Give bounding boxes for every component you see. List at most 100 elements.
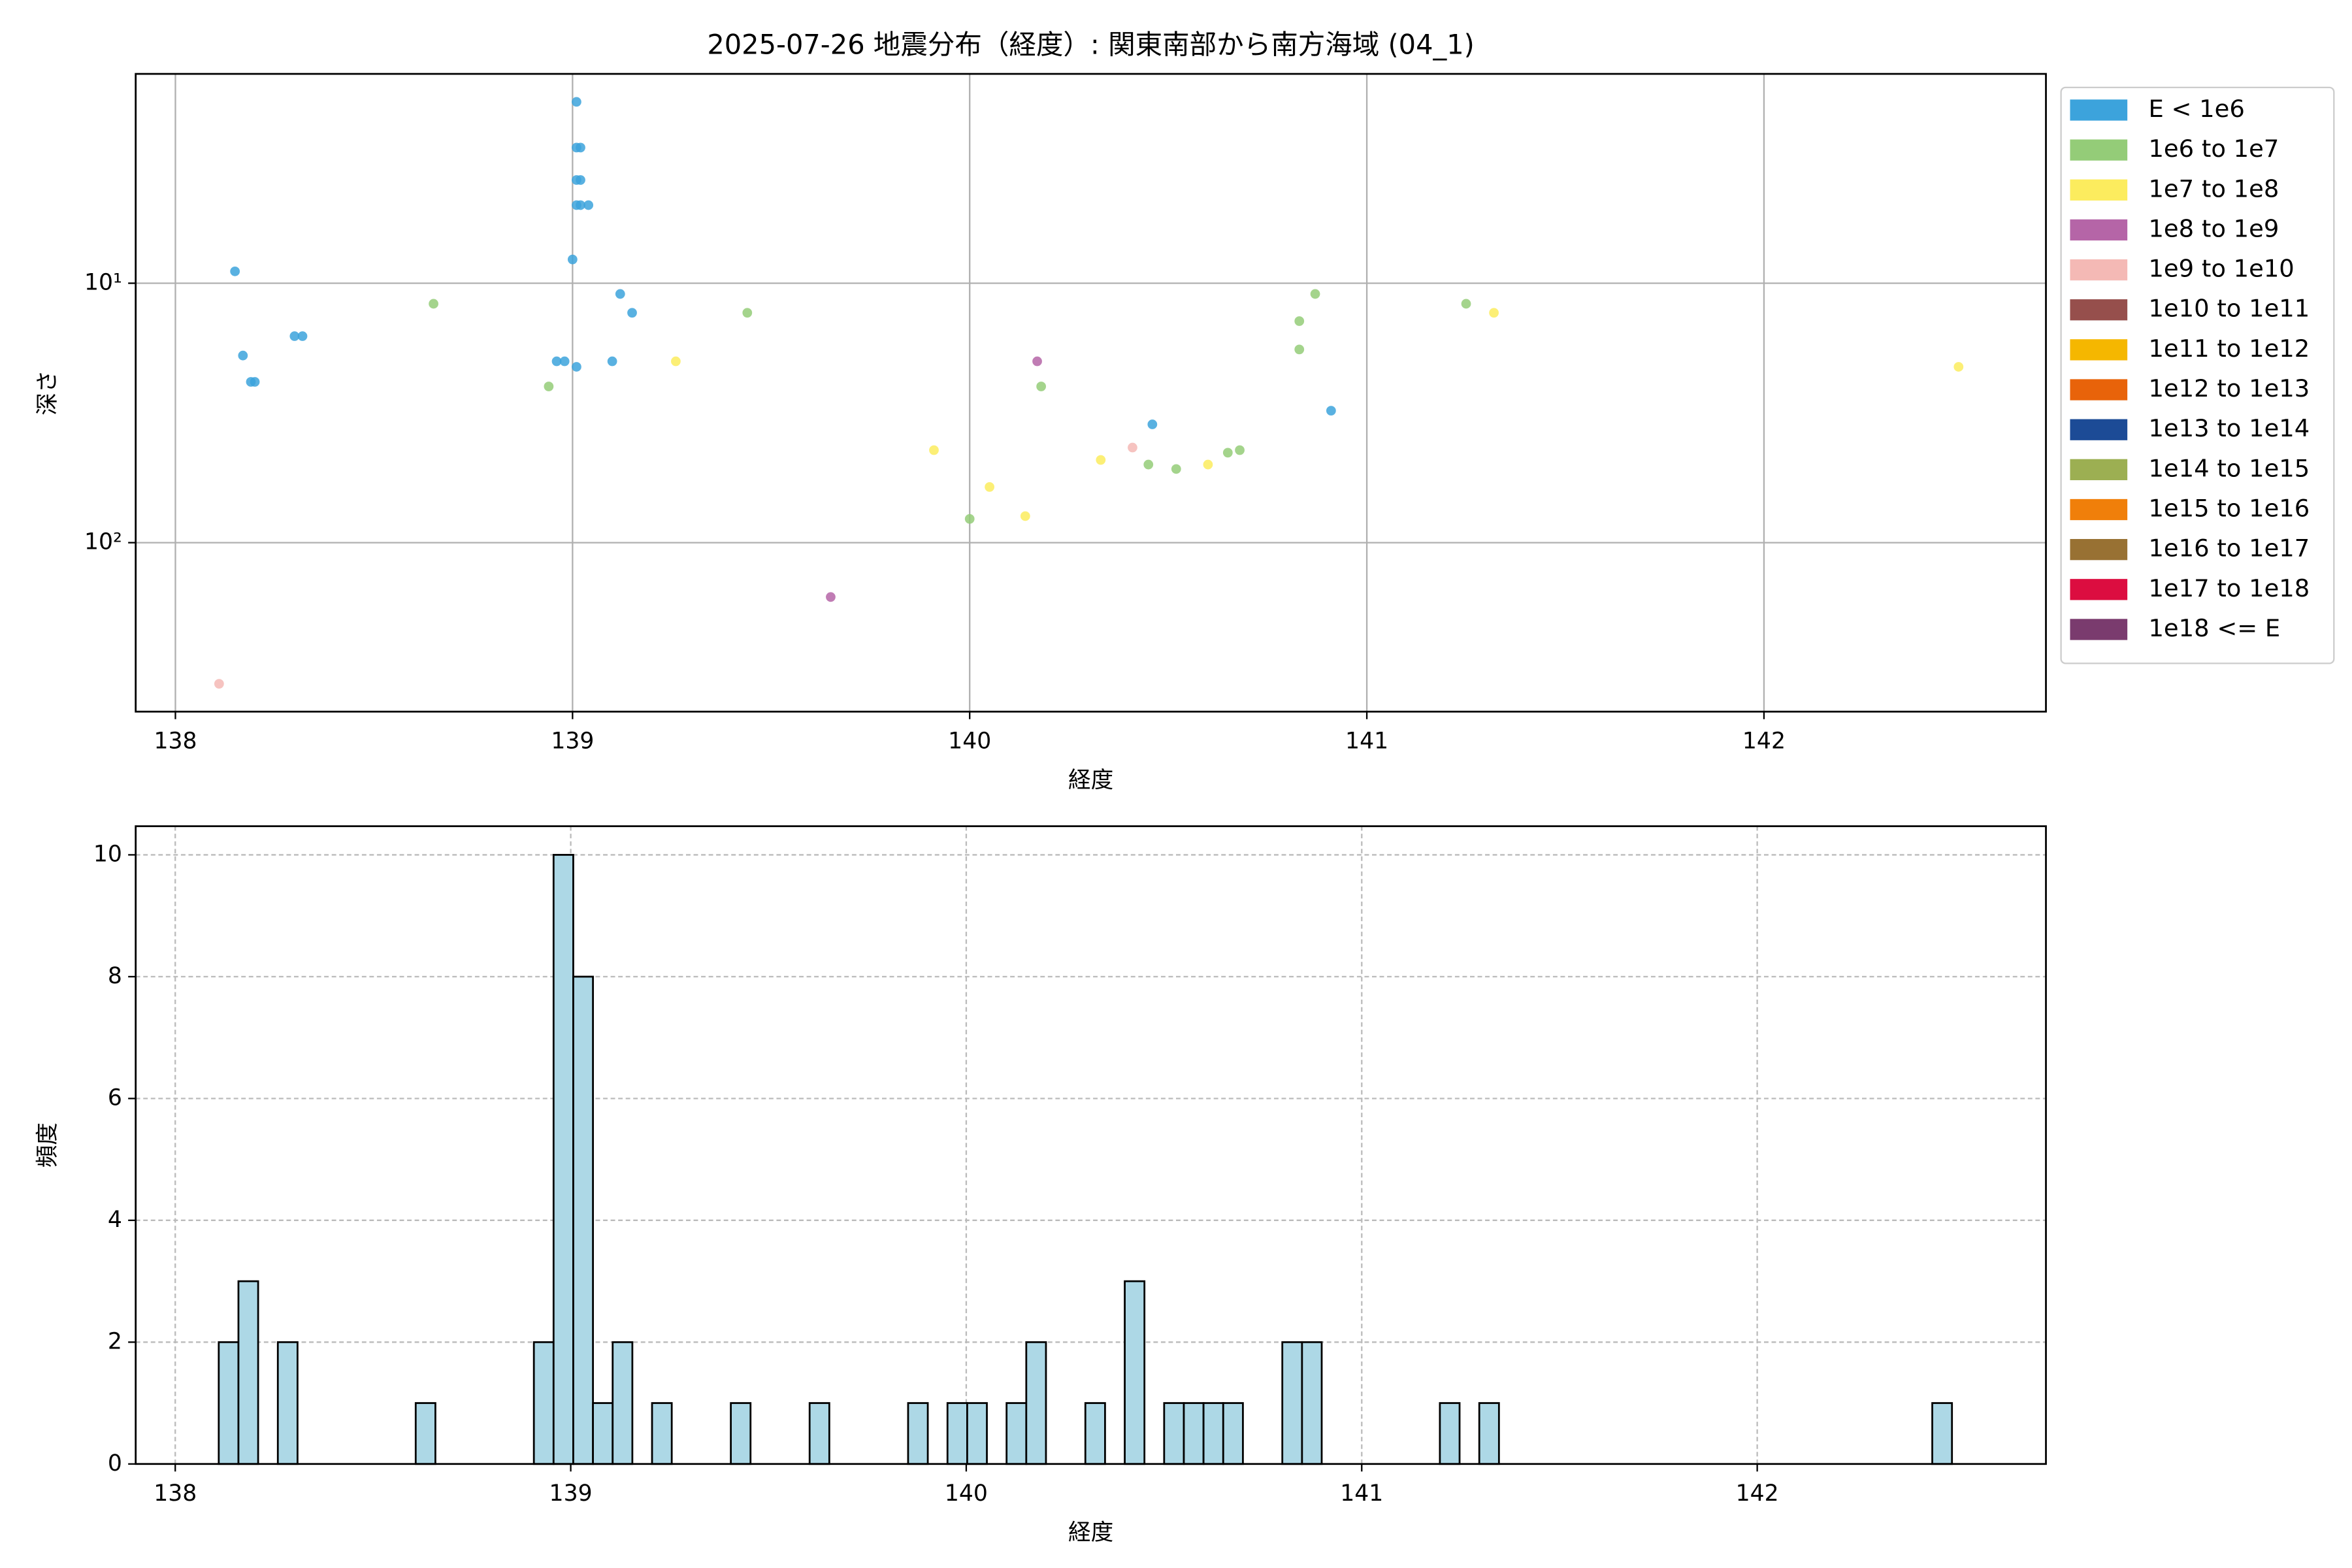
data-point — [583, 200, 594, 210]
data-point — [572, 362, 581, 372]
data-point — [572, 97, 581, 107]
y-tick-label: 6 — [108, 1085, 122, 1111]
data-point — [559, 356, 570, 367]
histogram-bar — [651, 1402, 673, 1465]
data-point — [826, 592, 836, 602]
data-point — [985, 482, 994, 492]
y-tick-label: 0 — [108, 1450, 122, 1477]
histogram-bar — [1084, 1402, 1106, 1465]
data-point — [1222, 448, 1233, 458]
plot-frame — [135, 73, 2047, 713]
legend-label: 1e8 to 1e9 — [2148, 214, 2279, 242]
data-point — [627, 308, 637, 318]
data-point — [929, 445, 939, 455]
legend-label: 1e9 to 1e10 — [2148, 255, 2294, 283]
data-point — [551, 356, 562, 367]
x-tick-label: 142 — [1742, 728, 1786, 754]
legend-swatch — [2070, 579, 2128, 600]
chart-title: 2025-07-26 地震分布（経度）: 関東南部から南方海域 (04_1) — [707, 29, 1475, 61]
histogram-bar — [532, 1341, 555, 1465]
data-point — [567, 254, 578, 265]
legend-swatch — [2070, 219, 2128, 241]
histogram-bar — [1439, 1402, 1461, 1465]
legend-swatch — [2070, 539, 2128, 561]
histogram-bar — [237, 1280, 259, 1465]
histogram-bar — [612, 1341, 634, 1465]
histogram-bar — [907, 1402, 929, 1465]
histogram-bar — [1478, 1402, 1500, 1465]
data-point — [1294, 344, 1305, 355]
data-point — [1326, 406, 1336, 416]
y-tick-label: 2 — [108, 1328, 122, 1354]
y-axis-label: 頻度 — [35, 1122, 61, 1168]
data-point — [238, 350, 248, 361]
data-point — [671, 356, 681, 367]
data-point — [576, 200, 585, 210]
legend-swatch — [2070, 619, 2128, 640]
histogram-bar — [808, 1402, 830, 1465]
histogram-bar — [946, 1402, 968, 1465]
data-point — [1096, 455, 1106, 465]
histogram-bar — [276, 1341, 299, 1465]
histogram-bar — [1281, 1341, 1303, 1465]
data-point — [1147, 419, 1158, 429]
legend-swatch — [2070, 179, 2128, 201]
data-point — [544, 382, 554, 391]
data-point — [214, 679, 224, 689]
legend-label: 1e18 <= E — [2148, 614, 2280, 642]
data-point — [297, 331, 308, 341]
data-point — [1020, 511, 1030, 521]
legend-swatch — [2070, 459, 2128, 480]
x-axis-label: 経度 — [1068, 767, 1113, 793]
data-point — [230, 266, 240, 276]
histogram-bar — [1301, 1341, 1323, 1465]
data-point — [1294, 316, 1305, 326]
data-point — [964, 514, 975, 524]
legend-label: 1e13 to 1e14 — [2148, 414, 2310, 442]
x-tick-label: 138 — [154, 1480, 197, 1507]
histogram-bar — [1163, 1402, 1185, 1465]
histogram-bar — [592, 1402, 614, 1465]
x-tick-label: 141 — [1340, 1480, 1383, 1507]
x-tick-label: 140 — [945, 1480, 988, 1507]
data-point — [576, 142, 585, 153]
plot-frame — [135, 825, 2047, 1465]
data-point — [1036, 382, 1047, 391]
histogram-bar — [1222, 1402, 1244, 1465]
data-point — [1310, 289, 1320, 299]
legend-label: E < 1e6 — [2148, 95, 2244, 123]
x-axis-label: 経度 — [1068, 1520, 1113, 1546]
y-axis-label: 深さ — [35, 370, 61, 416]
legend-label: 1e12 to 1e13 — [2148, 374, 2310, 402]
y-tick-label: 10 — [93, 841, 122, 867]
legend-swatch — [2070, 379, 2128, 400]
legend-swatch — [2070, 299, 2128, 321]
legend-label: 1e16 to 1e17 — [2148, 534, 2310, 563]
x-tick-label: 142 — [1736, 1480, 1779, 1507]
data-point — [1235, 445, 1245, 455]
legend-swatch — [2070, 339, 2128, 361]
data-point — [1143, 459, 1154, 470]
x-tick-label: 139 — [551, 728, 594, 754]
data-point — [250, 377, 260, 387]
y-tick-label: 10¹ — [84, 269, 122, 295]
y-tick-label: 4 — [108, 1207, 122, 1233]
histogram-bar — [1124, 1280, 1146, 1465]
legend-label: 1e15 to 1e16 — [2148, 495, 2310, 523]
histogram-bar — [414, 1402, 436, 1465]
data-point — [1032, 356, 1042, 367]
histogram-bar — [1931, 1402, 1953, 1465]
x-tick-label: 139 — [549, 1480, 593, 1507]
y-tick-label: 10² — [84, 529, 122, 555]
histogram-bar — [730, 1402, 752, 1465]
x-tick-label: 141 — [1345, 728, 1388, 754]
data-point — [576, 175, 585, 185]
data-point — [1128, 442, 1137, 453]
legend-label: 1e7 to 1e8 — [2148, 174, 2279, 203]
legend-label: 1e10 to 1e11 — [2148, 295, 2310, 323]
data-point — [429, 299, 438, 309]
data-point — [1461, 299, 1471, 309]
legend-swatch — [2070, 99, 2128, 121]
